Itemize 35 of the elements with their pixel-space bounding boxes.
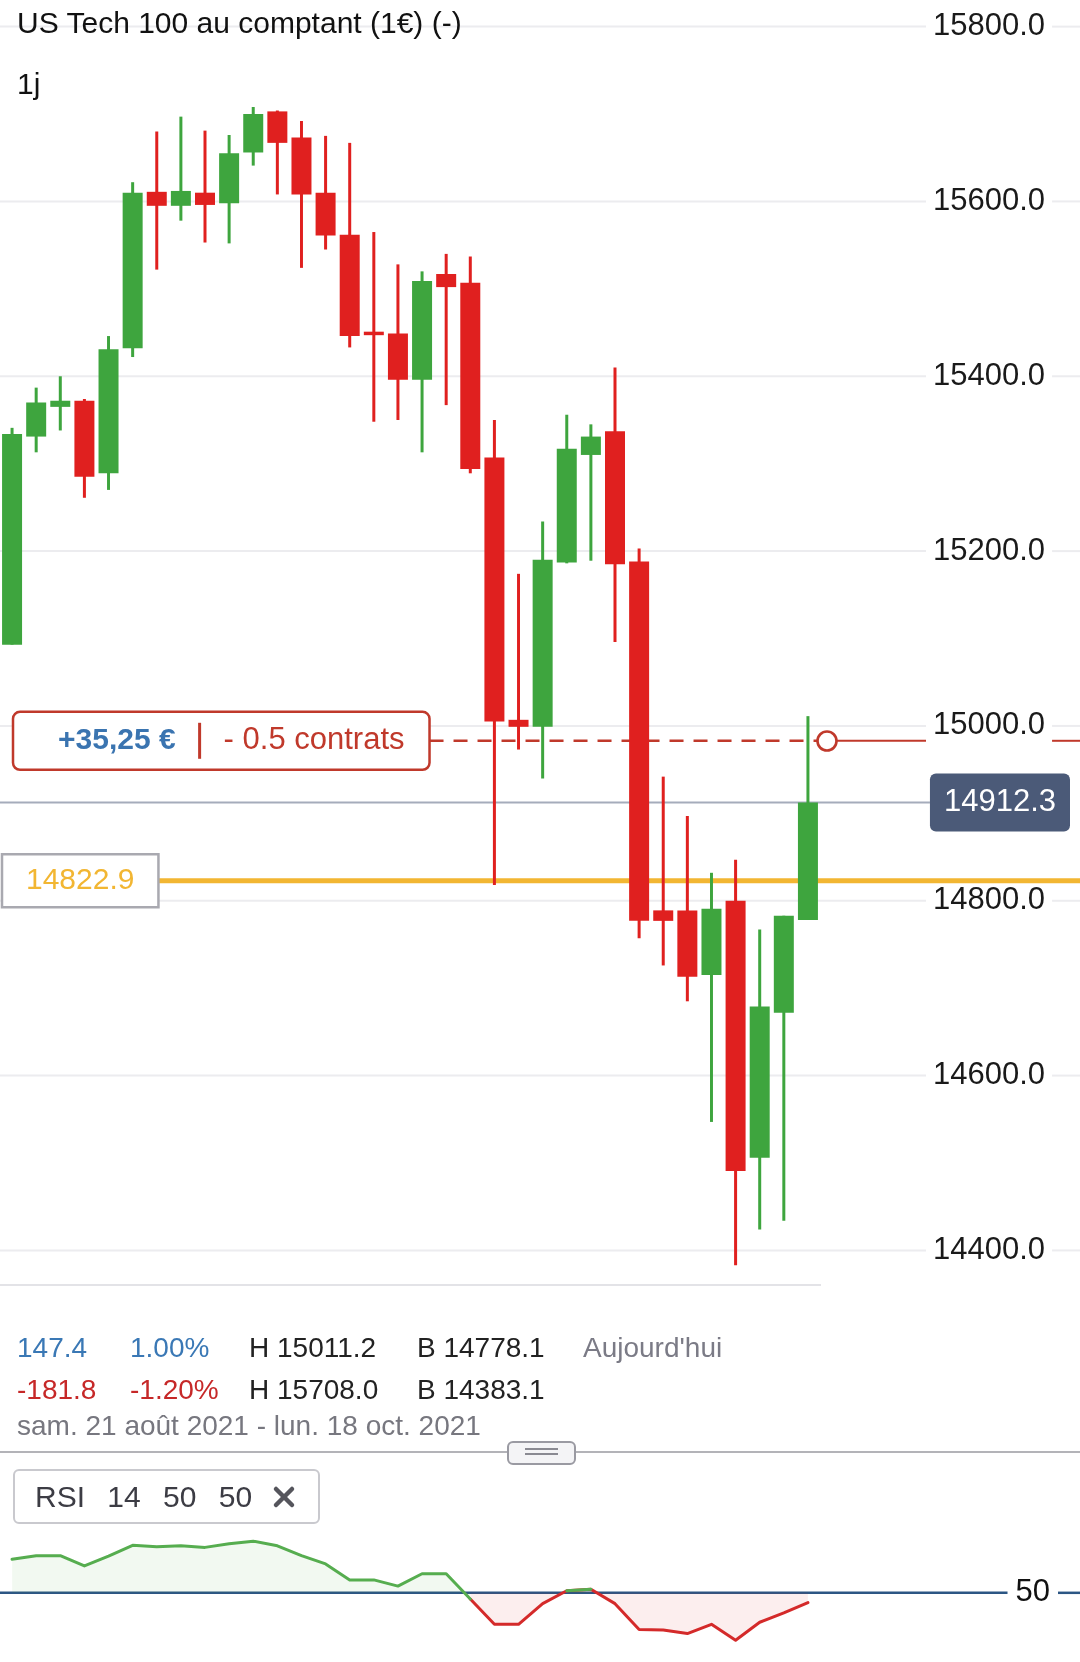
text: -181.8 [17,1374,97,1405]
y-tick-label: 15600.0 [933,181,1046,217]
candlestick [50,376,71,431]
chart-title: US Tech 100 au comptant (1€) (-) [17,6,462,39]
text: sam. 21 août 2021 - lun. 18 oct. 2021 [17,1410,481,1441]
text: 50 [1015,1573,1050,1609]
text: B 14383.1 [417,1374,545,1405]
text: H 15708.0 [249,1374,379,1405]
candlestick [170,116,191,221]
ref-line-label: - 0.5 contrats [223,721,405,757]
y-tick-label: 15200.0 [933,531,1046,567]
candlestick [146,131,167,270]
text: H 15011.2 [249,1332,377,1363]
y-tick-label: 14800.0 [933,881,1046,917]
text: -1.20% [130,1374,219,1405]
y-tick-label: 15000.0 [933,706,1046,742]
chart-title: RSI 14 50 50 [35,1479,253,1513]
y-tick-label: 14600.0 [933,1056,1046,1092]
candlestick [653,776,674,966]
label-frame: RSI 14 50 50 [13,1469,321,1524]
candlestick [508,572,529,750]
ref-line-label: 14822.9 [26,862,135,896]
text: 147.4 [17,1332,88,1363]
candlestick [580,424,601,561]
y-tick-label: 14400.0 [933,1230,1046,1266]
y-tick-label: 15800.0 [933,7,1046,43]
candlestick [436,252,457,407]
candlestick [195,130,215,243]
text: 1.00% [130,1332,210,1363]
text: 1j [17,67,41,100]
y-tick-label: 15400.0 [933,356,1046,392]
text: Aujourd'hui [583,1332,723,1363]
annotation: +35,25 € [58,722,176,756]
ref-line-label: 14912.3 [943,783,1056,819]
text: B 14778.1 [417,1332,545,1363]
